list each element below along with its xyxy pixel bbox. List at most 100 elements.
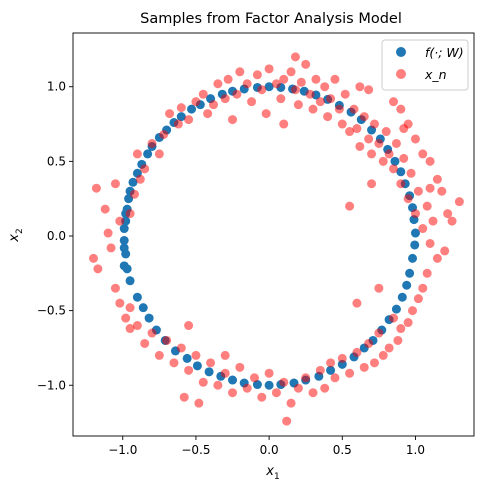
sample-point xyxy=(209,100,218,110)
sample-point xyxy=(257,85,267,95)
sample-point xyxy=(381,127,391,137)
sample-point xyxy=(132,321,142,331)
sample-point xyxy=(169,358,179,368)
sample-point xyxy=(384,149,394,159)
sample-point xyxy=(191,350,201,360)
model-point xyxy=(390,156,400,166)
sample-point xyxy=(198,377,208,387)
sample-point xyxy=(213,380,223,390)
sample-point xyxy=(154,149,164,159)
sample-point xyxy=(406,168,416,178)
sample-point xyxy=(115,216,125,226)
sample-point xyxy=(88,253,98,263)
sample-point xyxy=(106,243,116,253)
sample-point xyxy=(334,104,344,114)
sample-point xyxy=(337,353,347,363)
sample-point xyxy=(125,324,135,334)
sample-point xyxy=(396,324,406,334)
sample-point xyxy=(213,79,223,89)
sample-point xyxy=(326,94,336,104)
model-point xyxy=(144,313,154,323)
sample-point xyxy=(132,149,142,159)
sample-point xyxy=(228,388,238,398)
sample-point xyxy=(271,388,281,398)
sample-point xyxy=(345,201,355,211)
sample-point xyxy=(184,115,194,125)
x-tick-label: −0.5 xyxy=(181,443,210,457)
sample-point xyxy=(422,268,432,278)
sample-point xyxy=(320,82,330,92)
sample-point xyxy=(454,197,464,207)
legend-label-xn: x_n xyxy=(424,67,447,82)
sample-point xyxy=(290,85,300,95)
sample-point xyxy=(203,109,213,119)
y-tick-label: −0.5 xyxy=(37,304,66,318)
sample-point xyxy=(389,97,399,107)
sample-point xyxy=(308,388,318,398)
sample-point xyxy=(374,328,384,338)
model-point xyxy=(405,268,415,278)
sample-point xyxy=(352,124,362,134)
sample-point xyxy=(305,89,315,99)
sample-point xyxy=(330,373,340,383)
sample-point xyxy=(340,89,350,99)
sample-point xyxy=(293,100,303,110)
sample-point xyxy=(257,392,267,402)
sample-point xyxy=(374,138,384,148)
sample-point xyxy=(410,134,420,144)
sample-point xyxy=(374,283,384,293)
sample-point xyxy=(115,298,125,308)
model-point xyxy=(122,264,132,274)
model-point xyxy=(408,253,418,263)
chart-title: Samples from Factor Analysis Model xyxy=(140,11,402,27)
sample-point xyxy=(337,119,347,129)
sample-point xyxy=(315,97,325,107)
sample-point xyxy=(91,183,101,193)
legend-label-f: f(·; W) xyxy=(425,45,464,60)
model-point xyxy=(252,380,262,390)
sample-point xyxy=(235,67,245,77)
model-point xyxy=(391,304,401,314)
legend-marker-xn xyxy=(396,69,406,79)
sample-point xyxy=(176,103,186,113)
sample-point xyxy=(359,362,369,372)
sample-point xyxy=(403,194,413,204)
sample-point xyxy=(352,347,362,357)
sample-point xyxy=(252,70,262,80)
y-tick-label: 1.0 xyxy=(47,80,66,94)
sample-point xyxy=(330,74,340,84)
model-point xyxy=(402,280,412,290)
sample-point xyxy=(279,119,289,129)
sample-point xyxy=(408,306,418,316)
model-point xyxy=(397,292,407,302)
sample-point xyxy=(367,179,377,189)
sample-point xyxy=(176,343,186,353)
model-point xyxy=(192,361,202,371)
sample-point xyxy=(425,156,435,166)
sample-point xyxy=(220,368,230,378)
sample-point xyxy=(110,283,120,293)
sample-point xyxy=(432,253,442,263)
model-point xyxy=(204,367,214,377)
sample-point xyxy=(140,164,150,174)
sample-point xyxy=(301,59,311,69)
x-axis: −1.0 −0.5 0.0 0.5 1.0 xyxy=(108,436,425,457)
sample-point xyxy=(308,104,318,114)
sample-point xyxy=(249,373,259,383)
sample-point xyxy=(271,79,281,89)
sample-point xyxy=(261,109,271,119)
sample-point xyxy=(389,164,399,174)
sample-point xyxy=(391,138,401,148)
sample-point xyxy=(418,149,428,159)
sample-point xyxy=(355,82,365,92)
model-point xyxy=(119,224,129,234)
sample-point xyxy=(282,416,292,426)
y-axis-label-subscript: 2 xyxy=(15,228,25,234)
sample-point xyxy=(110,179,120,189)
legend: f(·; W) x_n xyxy=(381,39,469,91)
x-tick-label: 0.0 xyxy=(260,443,279,457)
sample-point xyxy=(447,216,457,226)
sample-point xyxy=(194,398,204,408)
sample-point xyxy=(323,112,333,122)
